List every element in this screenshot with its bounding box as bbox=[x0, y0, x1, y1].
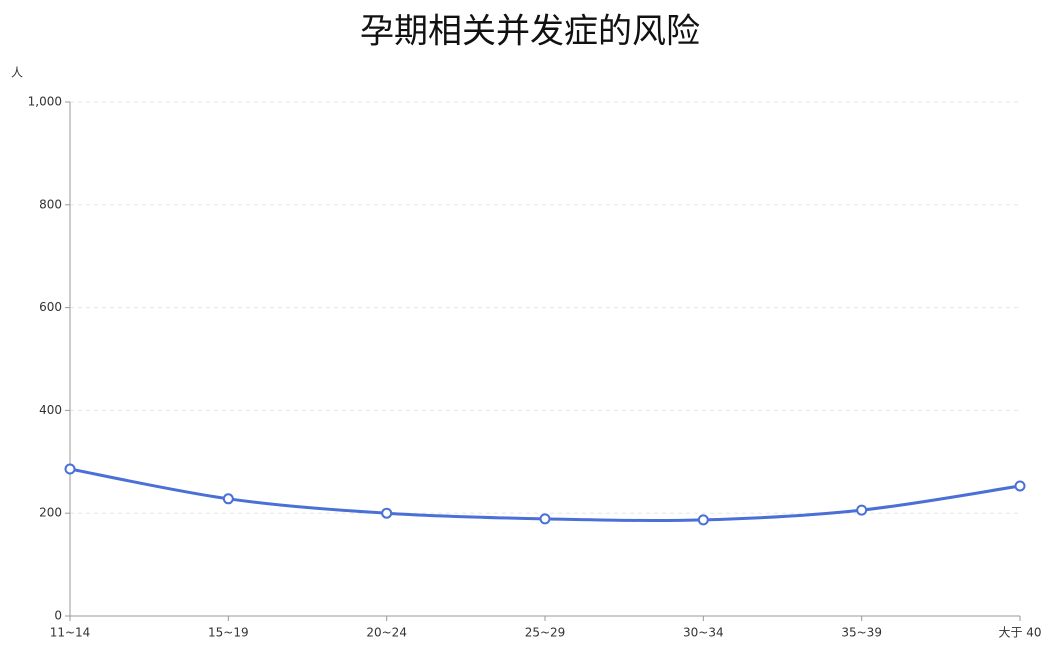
point bbox=[539, 513, 551, 525]
x-tick-label: 20~24 bbox=[366, 626, 407, 640]
point bbox=[1014, 480, 1026, 492]
y-tick-label: 800 bbox=[39, 197, 62, 211]
x-tick-label: 11~14 bbox=[50, 626, 91, 640]
point bbox=[222, 493, 234, 505]
chart-title: 孕期相关并发症的风险 bbox=[360, 12, 700, 52]
x-tick-label: 35~39 bbox=[841, 626, 882, 640]
y-tick-label: 600 bbox=[39, 300, 62, 314]
y-axis-label: 人 bbox=[11, 66, 23, 80]
y-tick-label: 200 bbox=[39, 506, 62, 520]
point bbox=[697, 514, 709, 526]
x-tick-label: 30~34 bbox=[683, 626, 724, 640]
point bbox=[64, 463, 76, 475]
y-tick-label: 400 bbox=[39, 403, 62, 417]
x-tick-label: 15~19 bbox=[208, 626, 249, 640]
y-tick-label: 1,000 bbox=[28, 95, 62, 109]
x-tick-label: 大于 40 bbox=[998, 626, 1041, 640]
y-tick-label: 0 bbox=[54, 609, 62, 623]
point bbox=[381, 507, 393, 519]
point bbox=[856, 504, 868, 516]
x-tick-label: 25~29 bbox=[525, 626, 566, 640]
